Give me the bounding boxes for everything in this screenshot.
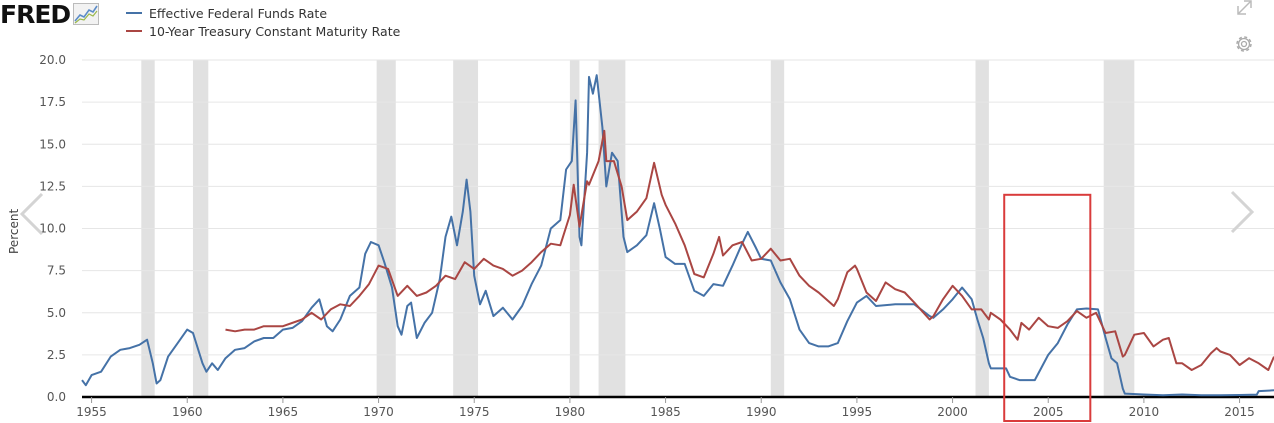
x-tick-label: 1980 [555, 405, 586, 419]
x-tick-label: 1975 [459, 405, 490, 419]
y-tick-label: 17.5 [39, 95, 66, 109]
y-tick-label: 10.0 [39, 222, 66, 236]
x-axis-ticks: 1955 1960 1965 1970 1975 1980 1985 1990 1995 2000… [76, 397, 1255, 419]
x-tick-label: 1990 [746, 405, 777, 419]
chevron-left-icon[interactable] [16, 192, 48, 236]
y-tick-label: 15.0 [39, 137, 66, 151]
legend-swatch-fedfunds [126, 12, 142, 14]
x-tick-label: 1960 [172, 405, 203, 419]
x-tick-label: 1985 [650, 405, 681, 419]
legend-swatch-treasury [126, 30, 142, 32]
series-line-treasury [225, 129, 1274, 371]
x-tick-label: 1955 [76, 405, 107, 419]
y-tick-label: 7.5 [47, 264, 66, 278]
gear-icon[interactable] [1232, 32, 1256, 56]
x-tick-label: 1995 [842, 405, 873, 419]
x-tick-label: 1970 [363, 405, 394, 419]
logo-text: FRED [0, 0, 71, 29]
legend-label-fedfunds: Effective Federal Funds Rate [149, 5, 328, 21]
y-tick-label: 5.0 [47, 306, 66, 320]
y-tick-label: 0.0 [47, 390, 66, 404]
series-line-fedfunds [81, 74, 1274, 397]
legend-label-treasury: 10-Year Treasury Constant Maturity Rate [149, 23, 401, 39]
chart-legend: Effective Federal Funds Rate 10-Year Tre… [126, 4, 400, 40]
x-tick-label: 2005 [1033, 405, 1064, 419]
y-axis-ticks: 0.0 2.5 5.0 7.5 10.0 12.5 15.0 17.5 20.0 [39, 53, 66, 404]
gridlines [82, 59, 1274, 399]
expand-icon[interactable] [1234, 0, 1256, 16]
fred-logo[interactable]: FRED [0, 0, 100, 29]
y-tick-label: 12.5 [39, 179, 66, 193]
y-tick-label: 20.0 [39, 53, 66, 67]
x-tick-label: 2000 [937, 405, 968, 419]
legend-item-fedfunds[interactable]: Effective Federal Funds Rate [126, 4, 400, 22]
series-lines [81, 74, 1274, 397]
x-tick-label: 2015 [1224, 405, 1255, 419]
x-tick-label: 2010 [1129, 405, 1160, 419]
highlight-box [1003, 193, 1092, 422]
x-tick-label: 1965 [268, 405, 299, 419]
line-chart-icon [73, 3, 100, 25]
legend-item-treasury[interactable]: 10-Year Treasury Constant Maturity Rate [126, 22, 400, 40]
y-tick-label: 2.5 [47, 348, 66, 362]
chevron-right-icon[interactable] [1226, 190, 1258, 234]
highlight-layer [1003, 193, 1092, 422]
